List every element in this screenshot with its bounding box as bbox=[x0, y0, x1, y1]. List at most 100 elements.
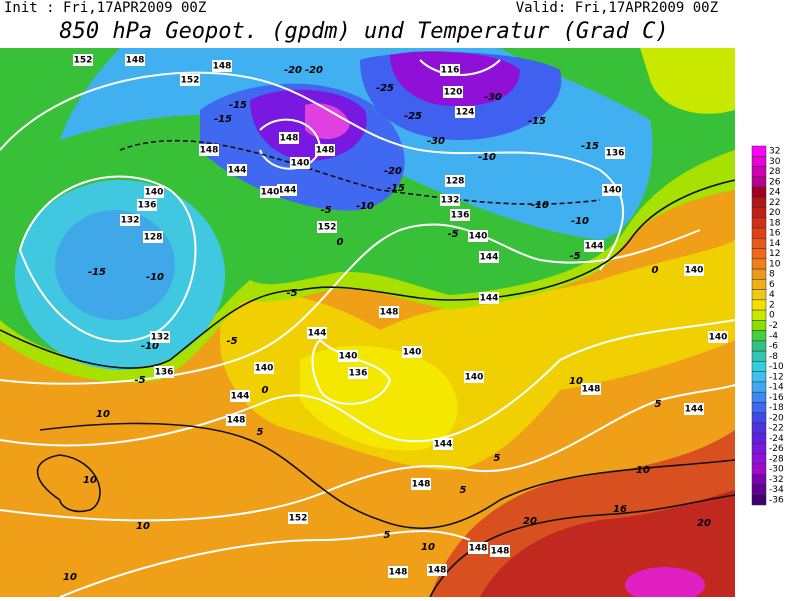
warm-corner bbox=[640, 48, 735, 114]
colorbar-tick-label: -18 bbox=[769, 403, 784, 413]
colorbar-swatch bbox=[751, 299, 767, 311]
colorbar-swatch bbox=[751, 330, 767, 342]
colorbar-tick-label: 18 bbox=[769, 218, 781, 228]
label-box bbox=[605, 147, 625, 159]
temperature-label: -25 bbox=[376, 83, 394, 94]
init-time: Init : Fri,17APR2009 00Z bbox=[4, 0, 206, 16]
label-box bbox=[254, 362, 274, 374]
temperature-label: 20 bbox=[523, 516, 537, 527]
colorbar-tick-label: 10 bbox=[769, 259, 781, 269]
label-box bbox=[455, 106, 475, 118]
geopotential-label: 152 bbox=[181, 76, 200, 86]
colorbar-swatch bbox=[751, 238, 767, 249]
geopotential-label: 148 bbox=[126, 56, 145, 66]
temperature-label: 10 bbox=[136, 521, 150, 532]
label-box bbox=[307, 327, 327, 339]
temperature-label: 10 bbox=[636, 465, 650, 476]
colorbar-swatch bbox=[751, 217, 767, 229]
geopotential-label: 124 bbox=[456, 108, 475, 118]
label-box bbox=[290, 157, 310, 169]
colorbar-swatch bbox=[751, 268, 767, 280]
temperature-label: -15 bbox=[229, 100, 247, 111]
geopotential-label: 148 bbox=[412, 480, 431, 490]
label-box bbox=[450, 209, 470, 221]
colorbar-tick-label: -36 bbox=[769, 495, 784, 505]
colorbar-swatch bbox=[751, 156, 767, 167]
colorbar-swatch bbox=[751, 176, 767, 188]
colorbar-swatch bbox=[751, 145, 767, 157]
temperature-label: -10 bbox=[531, 200, 549, 211]
mild-core bbox=[300, 346, 458, 451]
colorbar-tick-label: -34 bbox=[769, 485, 784, 495]
low-core bbox=[55, 210, 175, 320]
label-box bbox=[402, 346, 422, 358]
geopotential-label: 140 bbox=[403, 348, 422, 358]
temperature-label: -20 bbox=[284, 65, 302, 76]
label-box bbox=[212, 60, 232, 72]
colorbar-swatch bbox=[751, 391, 767, 403]
geopotential-label: 136 bbox=[349, 369, 368, 379]
colorbar-tick-label: 24 bbox=[769, 188, 781, 198]
temperature-label: -5 bbox=[226, 336, 237, 347]
label-box bbox=[584, 240, 604, 252]
colorbar-tick-label: -20 bbox=[769, 413, 784, 423]
colorbar-swatch bbox=[751, 258, 767, 270]
temperature-label: 10 bbox=[63, 572, 77, 583]
colorbar-tick-label: -32 bbox=[769, 475, 784, 485]
geopotential-label: 148 bbox=[213, 62, 232, 72]
geopotential-label: 148 bbox=[316, 146, 335, 156]
geopotential-label: 144 bbox=[685, 405, 704, 415]
temperature-label: 10 bbox=[96, 409, 110, 420]
colorbar-tick-label: -16 bbox=[769, 393, 784, 403]
temperature-label: 10 bbox=[569, 376, 583, 387]
geopotential-label: 140 bbox=[339, 352, 358, 362]
geopotential-label: 120 bbox=[444, 88, 463, 98]
colorbar-swatch bbox=[751, 340, 767, 352]
geopotential-label: 144 bbox=[434, 440, 453, 450]
label-box bbox=[315, 144, 335, 156]
geopotential-label: 132 bbox=[151, 333, 170, 343]
geopotential-label: 152 bbox=[289, 514, 308, 524]
geopotential-label: 116 bbox=[441, 66, 460, 76]
temperature-label: -30 bbox=[484, 92, 502, 103]
geopotential-label: 148 bbox=[200, 146, 219, 156]
geopotential-label: 148 bbox=[227, 416, 246, 426]
temperature-label: -5 bbox=[286, 288, 297, 299]
colorbar-swatch bbox=[751, 207, 767, 219]
geopotential-label: 140 bbox=[255, 364, 274, 374]
geopotential-label: 140 bbox=[709, 333, 728, 343]
label-box bbox=[150, 331, 170, 343]
temperature-label: 0 bbox=[652, 265, 659, 276]
geopotential-label: 140 bbox=[465, 373, 484, 383]
temperature-label: 0 bbox=[262, 385, 269, 396]
temperature-label: -15 bbox=[387, 183, 405, 194]
colorbar-swatch bbox=[751, 453, 767, 465]
label-box bbox=[288, 512, 308, 524]
temperature-label: 10 bbox=[83, 475, 97, 486]
geopotential-label: 132 bbox=[441, 196, 460, 206]
geopotential-label: 148 bbox=[469, 544, 488, 554]
colorbar-tick-label: 16 bbox=[769, 229, 781, 239]
label-box bbox=[379, 306, 399, 318]
temperature-label: -5 bbox=[569, 251, 580, 262]
geopotential-label: 128 bbox=[144, 233, 163, 243]
label-box bbox=[443, 86, 463, 98]
temperature-label: -5 bbox=[134, 375, 145, 386]
colorbar-tick-label: 14 bbox=[769, 239, 781, 249]
label-box bbox=[120, 214, 140, 226]
colorbar-tick-label: 6 bbox=[769, 280, 775, 290]
label-box bbox=[143, 231, 163, 243]
label-box bbox=[199, 144, 219, 156]
colorbar-swatch bbox=[751, 463, 767, 475]
geopotential-label: 148 bbox=[428, 566, 447, 576]
label-box bbox=[427, 564, 447, 576]
coldest-north bbox=[390, 51, 520, 107]
label-box bbox=[708, 331, 728, 343]
temperature-label: 16 bbox=[613, 504, 627, 515]
geopotential-label: 144 bbox=[231, 392, 250, 402]
label-box bbox=[468, 230, 488, 242]
colorbar-swatch bbox=[751, 166, 767, 178]
label-box bbox=[440, 64, 460, 76]
